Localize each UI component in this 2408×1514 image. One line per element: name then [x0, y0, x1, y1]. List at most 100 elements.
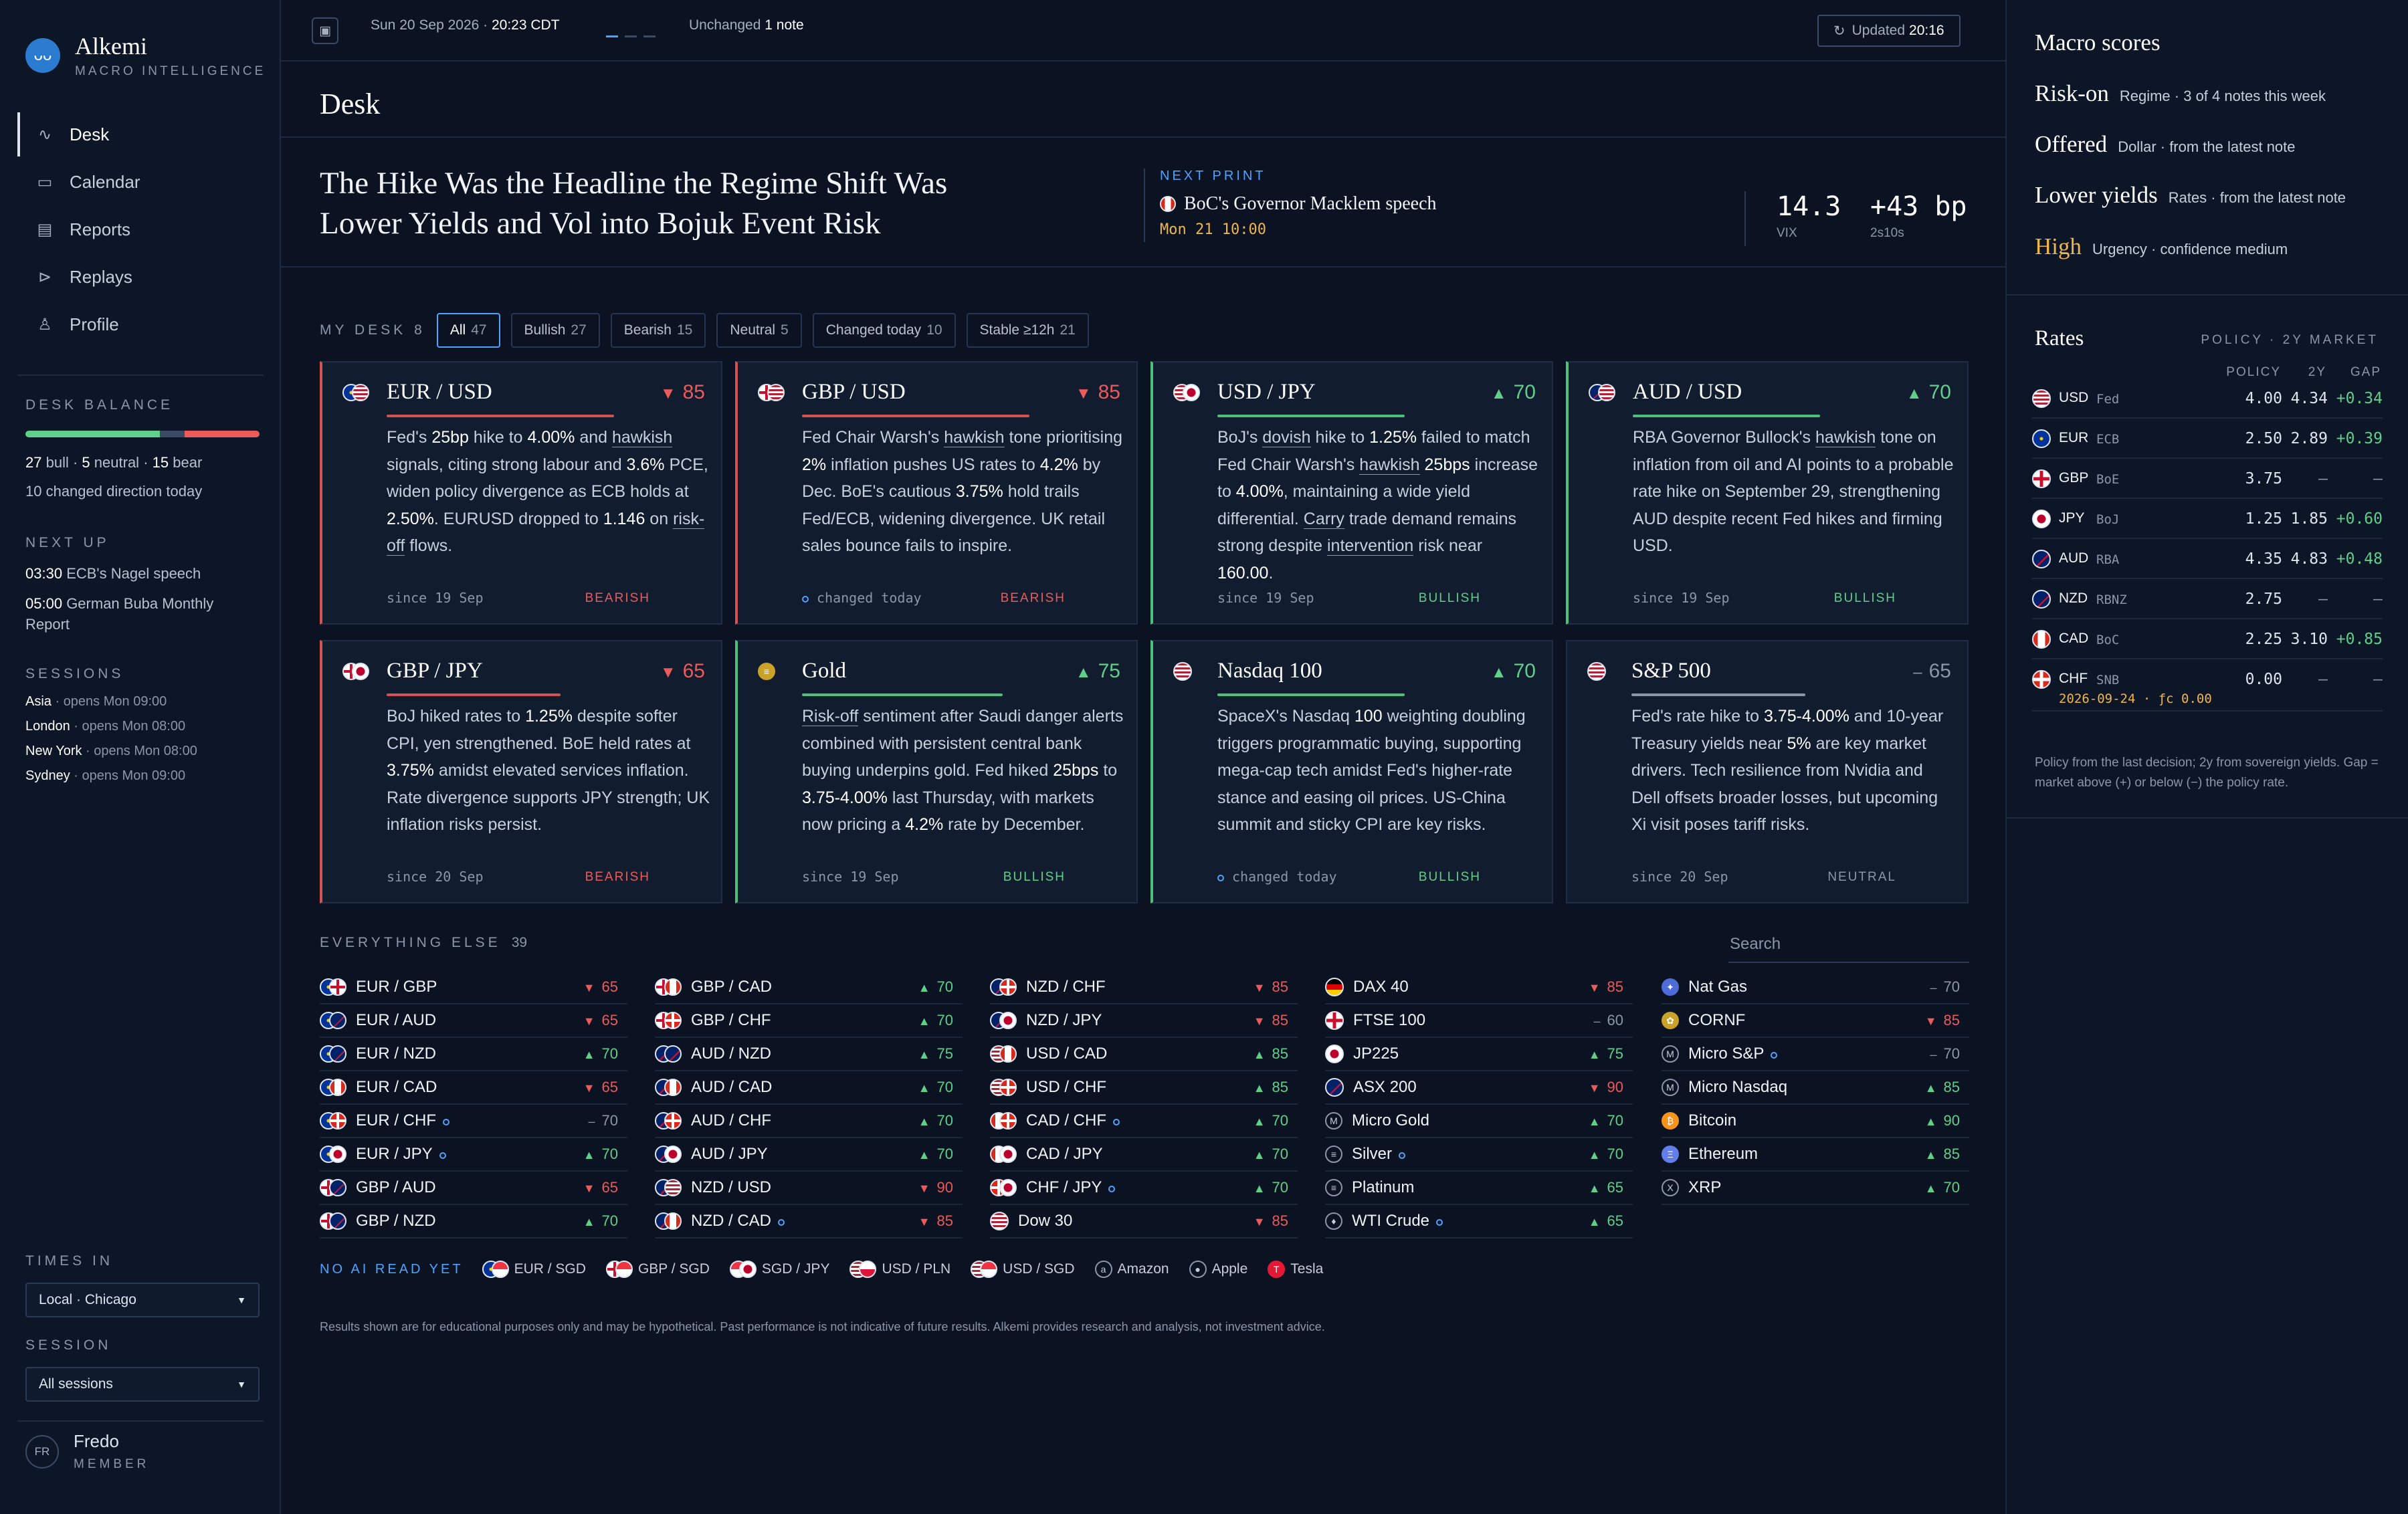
- list-item[interactable]: FTSE 100 –60: [1325, 1004, 1633, 1038]
- session-select[interactable]: All sessions ▼: [25, 1367, 260, 1402]
- card-title: GBP / USD: [802, 380, 906, 404]
- list-item[interactable]: NZD / CHF ▼ 85: [990, 971, 1298, 1004]
- instrument-score: ▼ 90: [1588, 1079, 1623, 1095]
- list-item[interactable]: Ξ Ethereum ▲ 85: [1662, 1138, 1969, 1172]
- list-item[interactable]: JP225 ▲ 75: [1325, 1038, 1633, 1071]
- list-item[interactable]: AUD / CHF ▲ 70: [655, 1105, 963, 1138]
- next-up-item[interactable]: 03:30 ECB's Nagel speech: [25, 565, 201, 582]
- card-since: changed today: [1217, 869, 1337, 885]
- instrument-score: ▲ 85: [1253, 1079, 1288, 1095]
- list-item[interactable]: ♦ WTI Crude ▲ 65: [1325, 1205, 1633, 1238]
- list-item[interactable]: M Micro Nasdaq ▲ 85: [1662, 1071, 1969, 1105]
- no-ai-item[interactable]: SGD / JPY: [729, 1261, 829, 1278]
- brand[interactable]: ᴗᴗ Alkemi MACRO INTELLIGENCE: [25, 32, 266, 79]
- list-item[interactable]: GBP / CHF ▲ 70: [655, 1004, 963, 1038]
- filter-stable[interactable]: Stable ≥12h 21: [966, 313, 1089, 348]
- sidebar-item-reports[interactable]: ▤ Reports: [17, 207, 265, 251]
- no-ai-item[interactable]: T Tesla: [1268, 1261, 1323, 1278]
- list-item[interactable]: DAX 40 ▼ 85: [1325, 971, 1633, 1004]
- instrument-name: USD / CAD: [1026, 1045, 1108, 1063]
- pair-flags-icon: [320, 1079, 346, 1096]
- rate-row[interactable]: NZD RBNZ 2.75 – –: [2032, 579, 2383, 619]
- filter-changed-today[interactable]: Changed today 10: [812, 313, 956, 348]
- no-ai-item[interactable]: ● Apple: [1189, 1261, 1247, 1278]
- list-item[interactable]: CAD / JPY ▲ 70: [990, 1138, 1298, 1172]
- list-item[interactable]: AUD / JPY ▲ 70: [655, 1138, 963, 1172]
- brand-name: Alkemi: [75, 33, 147, 60]
- desk-card[interactable]: S&P 500 –65 Fed's rate hike to 3.75-4.00% …: [1566, 640, 1969, 903]
- rate-row[interactable]: CHF SNB 0.00 – – 2026-09-24 · ƒc 0.00: [2032, 659, 2383, 712]
- list-item[interactable]: EUR / GBP ▼ 65: [320, 971, 627, 1004]
- refresh-button[interactable]: ↻ Updated 20:16: [1817, 15, 1961, 47]
- filter-neutral[interactable]: Neutral 5: [716, 313, 802, 348]
- list-item[interactable]: EUR / AUD ▼ 65: [320, 1004, 627, 1038]
- list-item[interactable]: EUR / JPY ▲ 70: [320, 1138, 627, 1172]
- list-item[interactable]: ✿ CORNF ▼ 85: [1662, 1004, 1969, 1038]
- rate-row[interactable]: AUD RBA 4.35 4.83 +0.48: [2032, 539, 2383, 579]
- list-item[interactable]: USD / CHF ▲ 85: [990, 1071, 1298, 1105]
- list-item[interactable]: CAD / CHF ▲ 70: [990, 1105, 1298, 1138]
- list-item[interactable]: M Micro Gold ▲ 70: [1325, 1105, 1633, 1138]
- list-item[interactable]: NZD / CAD ▼ 85: [655, 1205, 963, 1238]
- ethereum-icon: Ξ: [1662, 1146, 1679, 1163]
- desk-card[interactable]: GBP / JPY ▼ 65 BoJ hiked rates to 1.25% des…: [320, 640, 722, 903]
- list-item[interactable]: GBP / CAD ▲ 70: [655, 971, 963, 1004]
- rate-row[interactable]: JPY BoJ 1.25 1.85 +0.60: [2032, 499, 2383, 539]
- list-item[interactable]: X XRP ▲ 70: [1662, 1172, 1969, 1205]
- list-item[interactable]: EUR / CAD ▼ 65: [320, 1071, 627, 1105]
- list-item[interactable]: AUD / CAD ▲ 70: [655, 1071, 963, 1105]
- index-flag-icon: [1587, 662, 1606, 681]
- list-item[interactable]: M Micro S&P –70: [1662, 1038, 1969, 1071]
- list-item[interactable]: AUD / NZD ▲ 75: [655, 1038, 963, 1071]
- filter-bullish[interactable]: Bullish 27: [510, 313, 600, 348]
- rate-row[interactable]: CAD BoC 2.25 3.10 +0.85: [2032, 619, 2383, 659]
- list-item[interactable]: NZD / JPY ▼ 85: [990, 1004, 1298, 1038]
- no-ai-item[interactable]: USD / SGD: [971, 1261, 1075, 1278]
- desk-card[interactable]: Nasdaq 100 ▲ 70 SpaceX's Nasdaq 100 weighti…: [1150, 640, 1553, 903]
- filter-all[interactable]: All 47: [436, 313, 500, 348]
- desk-card[interactable]: GBP / USD ▼ 85 Fed Chair Warsh's hawkish to…: [735, 361, 1138, 625]
- next-print[interactable]: NEXT PRINT BoC's Governor Macklem speech…: [1144, 169, 1437, 242]
- times-in-select[interactable]: Local · Chicago ▼: [25, 1283, 260, 1317]
- instrument-score: ▼ 85: [1253, 1212, 1288, 1229]
- rate-gap: +0.60: [2336, 510, 2383, 528]
- no-ai-item[interactable]: EUR / SGD: [482, 1261, 586, 1278]
- headline[interactable]: The Hike Was the Headline the Regime Shi…: [320, 166, 948, 241]
- filter-bearish[interactable]: Bearish 15: [610, 313, 706, 348]
- search-input[interactable]: Search: [1728, 926, 1969, 963]
- sidebar-item-replays[interactable]: ⊳ Replays: [17, 255, 265, 299]
- list-item[interactable]: EUR / NZD ▲ 70: [320, 1038, 627, 1071]
- desk-card[interactable]: EUR / USD ▼ 85 Fed's 25bp hike to 4.00% and…: [320, 361, 722, 625]
- sidebar-item-desk[interactable]: ∿ Desk: [17, 112, 265, 156]
- list-item[interactable]: ≡ Platinum ▲ 65: [1325, 1172, 1633, 1205]
- list-item[interactable]: GBP / AUD ▼ 65: [320, 1172, 627, 1205]
- list-item[interactable]: USD / CAD ▲ 85: [990, 1038, 1298, 1071]
- toggle-panel-button[interactable]: ▣: [312, 17, 338, 44]
- rate-row[interactable]: EUR ECB 2.50 2.89 +0.39: [2032, 419, 2383, 459]
- rate-cur: CHF: [2059, 671, 2088, 686]
- next-up-item[interactable]: 05:00 German Buba Monthly Report: [25, 595, 214, 633]
- sidebar-item-calendar[interactable]: ▭ Calendar: [17, 160, 265, 204]
- no-ai-item[interactable]: USD / PLN: [849, 1261, 950, 1278]
- list-item[interactable]: NZD / USD ▼ 90: [655, 1172, 963, 1205]
- instrument-column: GBP / CAD ▲ 70 GBP / CHF ▲ 70 AUD / NZD ▲ 75 AUD …: [655, 971, 963, 1238]
- list-item[interactable]: CHF / JPY ▲ 70: [990, 1172, 1298, 1205]
- list-item[interactable]: ₿ Bitcoin ▲ 90: [1662, 1105, 1969, 1138]
- list-item[interactable]: Dow 30 ▼ 85: [990, 1205, 1298, 1238]
- sidebar-item-profile[interactable]: ♙ Profile: [17, 302, 265, 346]
- desk-card[interactable]: AUD / USD ▲ 70 RBA Governor Bullock's hawki…: [1566, 361, 1969, 625]
- next-up-label: NEXT UP: [25, 535, 110, 550]
- no-ai-item[interactable]: a Amazon: [1094, 1261, 1169, 1278]
- list-item[interactable]: ASX 200 ▼ 90: [1325, 1071, 1633, 1105]
- rate-row[interactable]: USD Fed 4.00 4.34 +0.34: [2032, 378, 2383, 419]
- list-item[interactable]: EUR / CHF –70: [320, 1105, 627, 1138]
- list-item[interactable]: GBP / NZD ▲ 70: [320, 1205, 627, 1238]
- no-ai-item[interactable]: GBP / SGD: [605, 1261, 710, 1278]
- list-item[interactable]: ≡ Silver ▲ 70: [1325, 1138, 1633, 1172]
- instrument-name: EUR / NZD: [356, 1045, 436, 1063]
- list-item[interactable]: ✦ Nat Gas –70: [1662, 971, 1969, 1004]
- desk-card[interactable]: ≡ Gold ▲ 75 Risk-off sentiment after Saudi d…: [735, 640, 1138, 903]
- rate-row[interactable]: GBP BoE 3.75 – –: [2032, 459, 2383, 499]
- user-menu[interactable]: FR Fredo MEMBER: [25, 1431, 149, 1472]
- desk-card[interactable]: USD / JPY ▲ 70 BoJ's dovish hike to 1.25% f…: [1150, 361, 1553, 625]
